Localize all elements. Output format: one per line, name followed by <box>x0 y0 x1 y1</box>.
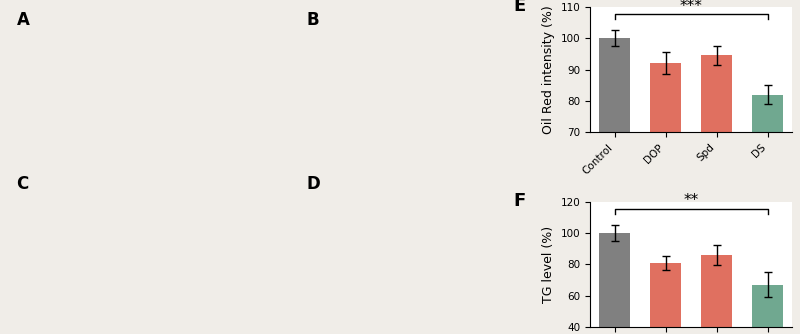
Bar <box>650 263 681 334</box>
Bar <box>702 55 732 334</box>
Bar <box>599 233 630 334</box>
Text: E: E <box>514 0 526 15</box>
Y-axis label: TG level (%): TG level (%) <box>542 226 555 303</box>
Bar <box>650 63 681 334</box>
Bar <box>752 95 783 334</box>
Text: **: ** <box>683 193 698 208</box>
Text: D: D <box>306 175 320 193</box>
Y-axis label: Oil Red intensity (%): Oil Red intensity (%) <box>542 5 555 134</box>
Bar <box>702 255 732 334</box>
Text: A: A <box>17 11 30 29</box>
Text: F: F <box>514 191 526 209</box>
Text: ***: *** <box>680 0 702 14</box>
Bar <box>599 38 630 334</box>
Text: C: C <box>17 175 29 193</box>
Bar <box>752 285 783 334</box>
Text: B: B <box>306 11 319 29</box>
